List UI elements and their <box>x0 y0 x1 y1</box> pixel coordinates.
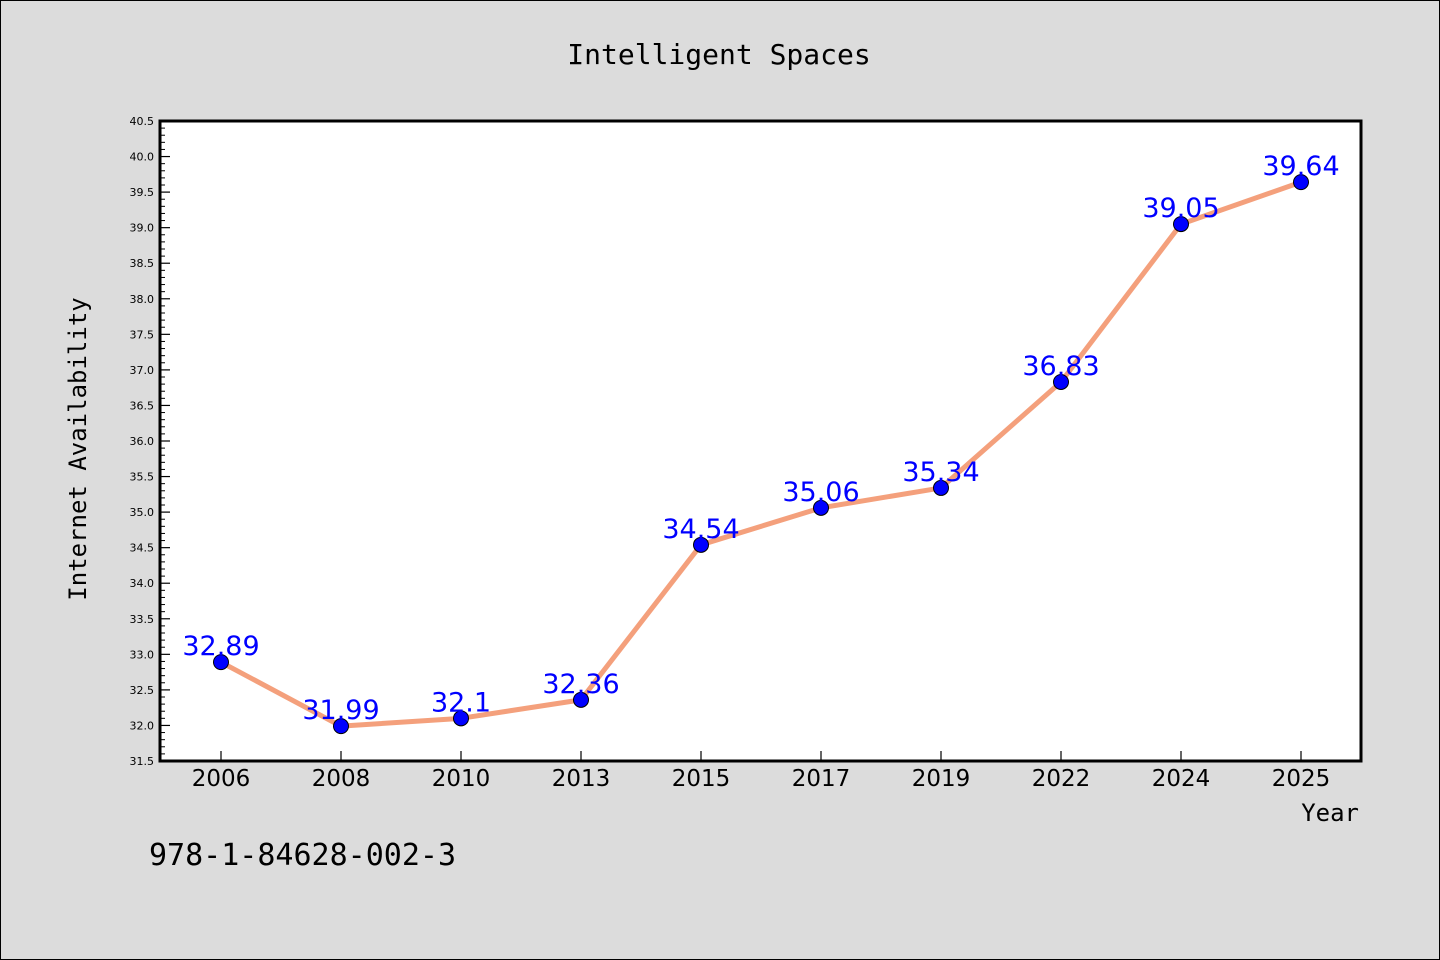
series-layer: 32.89 31.99 32.1 32.36 34.54 35.06 35.34 36.83 3… <box>182 151 1340 735</box>
x-tick-label: 2025 <box>1272 766 1331 792</box>
data-point <box>213 654 229 671</box>
y-tick-label: 40.0 <box>130 151 155 164</box>
data-point <box>693 536 709 553</box>
y-tick-label: 32.5 <box>130 684 155 697</box>
data-point <box>453 710 469 727</box>
y-tick-label: 31.5 <box>130 755 155 768</box>
data-label: 39.64 <box>1262 151 1339 182</box>
y-tick-label: 37.0 <box>130 364 155 377</box>
data-label: 34.54 <box>662 514 739 545</box>
footer-text: 978-1-84628-002-3 <box>149 838 456 873</box>
y-tick-label: 35.5 <box>130 471 155 484</box>
y-tick-label: 35.0 <box>130 506 155 519</box>
y-tick-label: 33.5 <box>130 613 155 626</box>
data-label: 35.06 <box>782 477 859 508</box>
data-label: 36.83 <box>1022 351 1099 382</box>
data-label: 31.99 <box>302 695 379 726</box>
data-label: 32.89 <box>182 631 259 662</box>
x-tick-label: 2022 <box>1032 766 1091 792</box>
data-point <box>333 718 349 735</box>
data-point <box>933 479 949 496</box>
x-tick-label: 2019 <box>912 766 971 792</box>
data-point <box>1053 373 1069 390</box>
series-line <box>218 179 1304 729</box>
data-point <box>573 691 589 708</box>
plot-frame <box>158 119 1363 763</box>
data-point <box>813 499 829 516</box>
x-tick-label: 2008 <box>312 766 371 792</box>
y-tick-label: 38.5 <box>130 257 155 270</box>
chart-title: Intelligent Spaces <box>567 38 870 71</box>
x-tick-label: 2024 <box>1152 766 1211 792</box>
data-label: 32.36 <box>542 669 619 700</box>
x-axis-label: Year <box>1301 799 1359 827</box>
data-label: 32.1 <box>431 687 491 718</box>
data-label: 39.05 <box>1142 193 1219 224</box>
y-tick-label: 39.0 <box>130 222 155 235</box>
y-tick-label: 36.5 <box>130 399 155 412</box>
x-tick-label: 2013 <box>552 766 611 792</box>
x-tick-label: 2015 <box>672 766 731 792</box>
y-tick-label: 34.0 <box>130 577 155 590</box>
data-point <box>1173 216 1189 233</box>
y-tick-label: 38.0 <box>130 293 155 306</box>
y-tick-label: 34.5 <box>130 542 155 555</box>
x-axis-ticks: 2006 2008 2010 2013 2015 2017 2019 2022 2024 2025 <box>192 751 1331 792</box>
y-tick-label: 33.0 <box>130 648 155 661</box>
x-tick-label: 2017 <box>792 766 851 792</box>
y-tick-label: 40.5 <box>130 115 155 128</box>
data-label: 35.34 <box>902 457 979 488</box>
x-tick-label: 2010 <box>432 766 491 792</box>
plot-area <box>160 121 1361 761</box>
y-axis-label: Internet Availability <box>64 297 92 600</box>
y-tick-label: 37.5 <box>130 328 155 341</box>
y-tick-label: 39.5 <box>130 186 155 199</box>
y-tick-label: 36.0 <box>130 435 155 448</box>
x-tick-label: 2006 <box>192 766 251 792</box>
y-tick-label: 32.0 <box>130 719 155 732</box>
data-point <box>1293 174 1309 191</box>
